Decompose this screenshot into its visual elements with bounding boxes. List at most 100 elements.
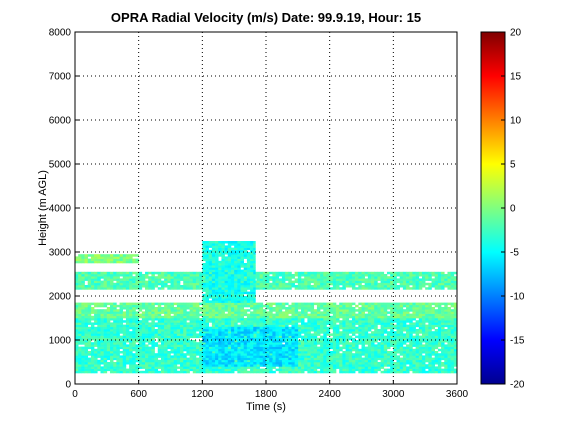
velocity-cell [218,320,222,323]
velocity-cell [176,311,181,314]
velocity-cell [246,298,251,301]
velocity-cell [431,362,436,365]
velocity-cell [310,307,315,310]
velocity-cell [202,280,206,284]
velocity-cell [390,274,394,277]
velocity-cell [450,344,455,347]
velocity-cell [129,304,133,308]
velocity-cell [310,320,315,323]
velocity-cell [125,285,130,288]
velocity-cell [390,353,394,356]
velocity-cell [154,359,159,363]
velocity-cell [167,309,171,312]
velocity-cell [351,370,356,374]
velocity-cell [90,302,95,306]
velocity-cell [393,357,397,361]
velocity-cell [84,322,89,325]
velocity-cell [81,331,85,334]
velocity-cell [215,289,219,292]
velocity-cell [230,300,235,303]
velocity-cell [402,368,407,372]
velocity-cell [348,364,353,367]
velocity-cell [402,357,407,361]
velocity-cell [148,307,152,310]
velocity-cell [116,258,120,262]
velocity-cell [211,287,216,290]
velocity-cell [316,302,321,306]
velocity-cell [78,254,82,257]
velocity-cell [434,304,439,308]
velocity-cell [390,276,394,279]
velocity-cell [224,267,229,270]
velocity-cell [243,269,248,273]
velocity-cell [358,335,362,339]
velocity-cell [110,364,114,367]
velocity-cell [358,342,362,345]
velocity-cell [310,329,315,332]
velocity-cell [75,256,79,259]
velocity-cell [208,249,213,253]
velocity-cell [447,315,451,319]
velocity-cell [418,285,423,288]
velocity-cell [425,282,429,286]
velocity-cell [444,285,448,288]
velocity-cell [94,329,98,332]
velocity-cell [310,274,315,277]
velocity-cell [119,368,124,372]
velocity-cell [240,300,245,303]
velocity-cell [189,304,194,308]
velocity-cell [409,287,413,290]
velocity-cell [78,353,82,356]
velocity-cell [425,364,429,367]
velocity-cell [278,368,283,372]
velocity-cell [374,355,378,358]
velocity-cell [441,326,445,330]
velocity-cell [336,340,340,343]
velocity-cell [380,346,385,350]
velocity-cell [186,353,190,356]
velocity-cell [129,324,133,328]
velocity-cell [141,333,146,336]
velocity-cell [246,318,251,321]
velocity-cell [329,340,334,343]
velocity-cell [415,278,420,281]
velocity-cell [307,344,311,347]
velocity-cell [195,333,200,336]
velocity-cell [275,287,280,290]
velocity-cell [262,271,267,275]
velocity-cell [94,333,98,336]
velocity-cell [192,271,197,275]
velocity-cell [323,271,327,275]
velocity-cell [164,285,168,288]
velocity-cell [320,280,324,284]
velocity-cell [266,280,270,284]
velocity-cell [125,331,130,334]
velocity-cell [310,333,315,336]
velocity-cell [199,362,203,365]
velocity-cell [132,342,136,345]
velocity-cell [199,276,203,279]
velocity-cell [135,370,139,374]
velocity-cell [205,302,209,306]
velocity-cell [374,287,378,290]
velocity-cell [269,368,273,372]
velocity-cell [90,309,95,312]
velocity-cell [285,287,289,290]
velocity-cell [237,318,241,321]
velocity-cell [339,359,343,363]
velocity-cell [313,326,318,330]
velocity-cell [399,364,404,367]
velocity-cell [100,335,104,339]
velocity-cell [399,318,404,321]
velocity-cell [97,346,101,350]
velocity-cell [269,302,273,306]
velocity-cell [342,337,346,341]
velocity-cell [129,313,133,317]
velocity-cell [90,364,95,367]
velocity-cell [221,322,225,325]
velocity-cell [301,355,305,358]
velocity-cell [351,359,356,363]
velocity-cell [450,271,455,275]
velocity-cell [390,287,394,290]
velocity-cell [450,331,455,334]
